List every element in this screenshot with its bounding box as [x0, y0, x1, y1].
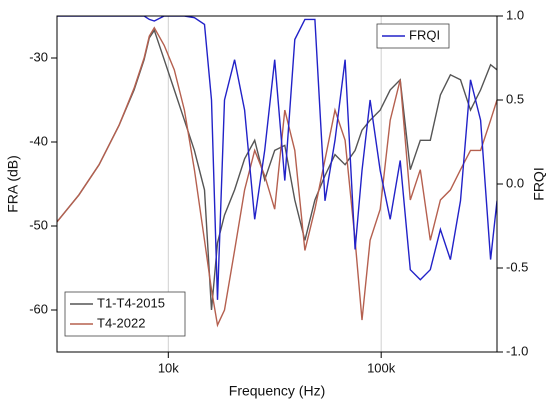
y2-tick-label: 1.0: [506, 7, 524, 22]
series-line: [57, 26, 497, 328]
y-tick-label: -40: [29, 133, 48, 148]
legend-label: T4-2022: [97, 315, 145, 330]
legend-label: T1-T4-2015: [97, 295, 165, 310]
legend-box: [376, 23, 450, 49]
plot-lines: [57, 16, 497, 328]
y-axis-title: FRA (dB): [5, 155, 21, 213]
series-line: [57, 16, 497, 300]
x-tick-label: 100k: [367, 360, 396, 375]
y2-tick-label: 0.0: [506, 175, 524, 190]
y2-tick-label: 0.5: [506, 91, 524, 106]
series-line: [57, 28, 497, 311]
y2-axis-title: FRQI: [531, 167, 547, 200]
y-tick-label: -30: [29, 49, 48, 64]
x-axis-title: Frequency (Hz): [229, 383, 325, 399]
legend-label: FRQI: [409, 27, 440, 42]
plot-frame: [56, 15, 498, 353]
legend-box: [64, 291, 186, 337]
x-tick-label: 10k: [158, 360, 179, 375]
y-tick-label: -50: [29, 217, 48, 232]
y2-tick-label: -1.0: [506, 343, 528, 358]
y-tick-label: -60: [29, 301, 48, 316]
y2-tick-label: -0.5: [506, 259, 528, 274]
